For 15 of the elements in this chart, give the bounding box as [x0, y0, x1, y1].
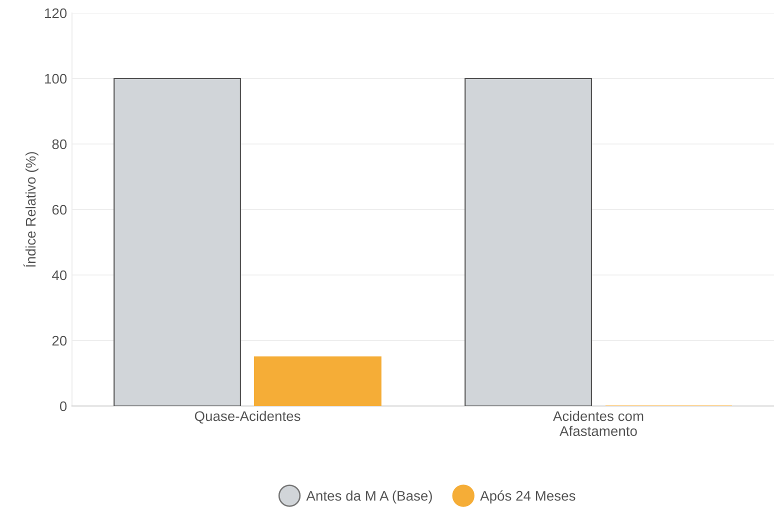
y-tick-label: 120 [45, 8, 67, 18]
y-tick-label: 40 [52, 270, 67, 280]
x-tick-label: Acidentes com Afastamento [552, 410, 644, 436]
bar [114, 78, 242, 406]
x-tick-label: Quase-Acidentes [194, 410, 300, 424]
y-tick-label: 0 [60, 401, 67, 412]
y-axis-title: Índice Relativo (%) [23, 152, 38, 267]
y-tick-label: 60 [52, 204, 67, 215]
legend-label: Antes da M A (Base) [306, 490, 432, 504]
y-tick-label: 20 [52, 336, 67, 346]
y-tick-label: 100 [45, 74, 67, 84]
bar [254, 356, 382, 406]
y-tick-label: 80 [52, 139, 67, 150]
bar [464, 78, 592, 406]
legend-label: Após 24 Meses [480, 490, 576, 504]
